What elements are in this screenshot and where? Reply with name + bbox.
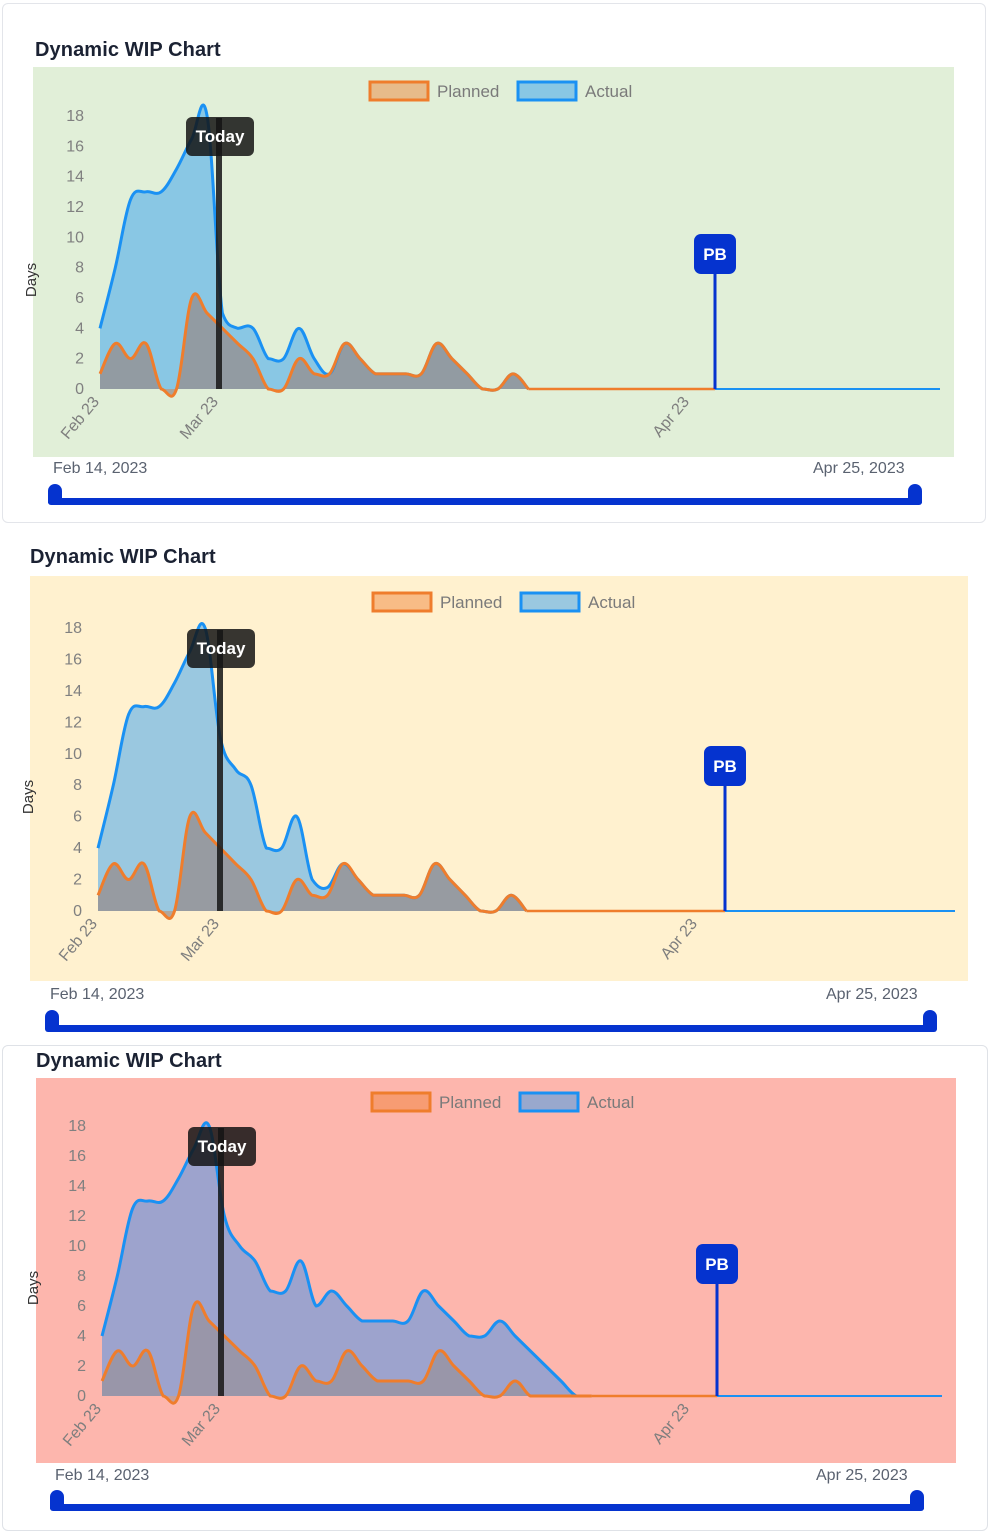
legend-actual-label[interactable]: Actual bbox=[588, 593, 635, 612]
legend-planned-swatch[interactable] bbox=[370, 1091, 432, 1113]
chart-legend[interactable]: Planned Actual bbox=[370, 1091, 634, 1113]
pb-marker-label: PB bbox=[703, 245, 727, 264]
date-range-slider-track[interactable] bbox=[50, 1504, 924, 1511]
y-tick-label: 0 bbox=[77, 1388, 86, 1405]
y-tick-label: 16 bbox=[68, 1148, 86, 1165]
y-tick-label: 4 bbox=[73, 840, 82, 857]
y-tick-label: 10 bbox=[66, 229, 84, 246]
legend-actual-swatch[interactable] bbox=[519, 591, 581, 613]
y-tick-label: 16 bbox=[64, 651, 82, 668]
legend-planned-swatch[interactable] bbox=[368, 80, 430, 102]
today-marker-label: Today bbox=[198, 1137, 247, 1156]
y-axis-label: Days bbox=[23, 263, 40, 297]
legend-planned-label[interactable]: Planned bbox=[437, 82, 499, 101]
chart-plot-background bbox=[30, 576, 968, 981]
chart-legend[interactable]: Planned Actual bbox=[368, 80, 632, 102]
y-tick-label: 4 bbox=[75, 320, 84, 337]
y-tick-label: 14 bbox=[68, 1178, 86, 1195]
planned-area bbox=[98, 812, 527, 919]
planned-line[interactable] bbox=[96, 810, 528, 920]
chart-title: Dynamic WIP Chart bbox=[35, 39, 221, 61]
y-tick-label: 6 bbox=[77, 1298, 86, 1315]
pb-marker-label: PB bbox=[705, 1255, 729, 1274]
range-end-label: Apr 25, 2023 bbox=[813, 460, 905, 477]
today-marker-badge bbox=[188, 1127, 256, 1166]
chart-legend[interactable]: Planned Actual bbox=[371, 591, 635, 613]
y-tick-label: 8 bbox=[75, 260, 84, 277]
y-tick-label: 10 bbox=[64, 746, 82, 763]
legend-actual-label[interactable]: Actual bbox=[585, 82, 632, 101]
y-tick-label: 16 bbox=[66, 138, 84, 155]
legend-planned-label[interactable]: Planned bbox=[440, 593, 502, 612]
planned-area bbox=[100, 293, 529, 397]
y-tick-label: 12 bbox=[66, 199, 84, 216]
legend-actual-swatch[interactable] bbox=[518, 1091, 580, 1113]
today-marker-badge bbox=[187, 629, 255, 668]
y-tick-label: 14 bbox=[66, 169, 84, 186]
y-tick-label: 8 bbox=[77, 1268, 86, 1285]
today-marker-label: Today bbox=[196, 127, 245, 146]
range-end-label: Apr 25, 2023 bbox=[816, 1467, 908, 1484]
pb-marker-label: PB bbox=[713, 757, 737, 776]
actual-area bbox=[102, 1122, 592, 1396]
range-start-label: Feb 14, 2023 bbox=[53, 460, 148, 477]
range-end-label: Apr 25, 2023 bbox=[826, 986, 918, 1003]
y-tick-label: 0 bbox=[75, 381, 84, 398]
y-tick-label: 0 bbox=[73, 903, 82, 920]
y-tick-label: 10 bbox=[68, 1238, 86, 1255]
range-end-handle[interactable] bbox=[908, 484, 922, 504]
y-tick-label: 18 bbox=[66, 108, 84, 125]
y-tick-label: 2 bbox=[73, 872, 82, 889]
planned-line[interactable] bbox=[100, 1300, 592, 1405]
range-start-label: Feb 14, 2023 bbox=[55, 1467, 150, 1484]
range-start-handle[interactable] bbox=[48, 484, 62, 504]
legend-planned-label[interactable]: Planned bbox=[439, 1093, 501, 1112]
range-start-handle[interactable] bbox=[50, 1490, 64, 1510]
legend-planned-swatch[interactable] bbox=[371, 591, 433, 613]
date-range-slider-track[interactable] bbox=[48, 498, 922, 505]
today-marker-label: Today bbox=[197, 639, 246, 658]
y-tick-label: 2 bbox=[75, 351, 84, 368]
y-axis-label: Days bbox=[20, 780, 37, 814]
legend-actual-label[interactable]: Actual bbox=[587, 1093, 634, 1112]
pb-marker-badge[interactable] bbox=[696, 1244, 738, 1284]
y-axis-label: Days bbox=[25, 1271, 42, 1305]
y-tick-label: 8 bbox=[73, 777, 82, 794]
y-tick-label: 12 bbox=[64, 714, 82, 731]
range-end-handle[interactable] bbox=[910, 1490, 924, 1510]
pb-marker-badge[interactable] bbox=[694, 234, 736, 274]
y-tick-label: 6 bbox=[73, 809, 82, 826]
actual-line[interactable] bbox=[100, 1121, 592, 1398]
y-tick-label: 2 bbox=[77, 1358, 86, 1375]
y-tick-label: 12 bbox=[68, 1208, 86, 1225]
planned-line[interactable] bbox=[98, 292, 530, 398]
chart-title: Dynamic WIP Chart bbox=[30, 546, 216, 568]
range-start-label: Feb 14, 2023 bbox=[50, 986, 145, 1003]
range-start-handle[interactable] bbox=[45, 1010, 59, 1030]
date-range-slider-track[interactable] bbox=[45, 1025, 937, 1032]
y-tick-label: 14 bbox=[64, 683, 82, 700]
today-marker-badge bbox=[186, 117, 254, 156]
chart-title: Dynamic WIP Chart bbox=[36, 1050, 222, 1072]
legend-actual-swatch[interactable] bbox=[516, 80, 578, 102]
y-tick-label: 6 bbox=[75, 290, 84, 307]
y-tick-label: 18 bbox=[64, 620, 82, 637]
range-end-handle[interactable] bbox=[923, 1010, 937, 1030]
y-tick-label: 4 bbox=[77, 1328, 86, 1345]
pb-marker-badge[interactable] bbox=[704, 746, 746, 786]
y-tick-label: 18 bbox=[68, 1118, 86, 1135]
